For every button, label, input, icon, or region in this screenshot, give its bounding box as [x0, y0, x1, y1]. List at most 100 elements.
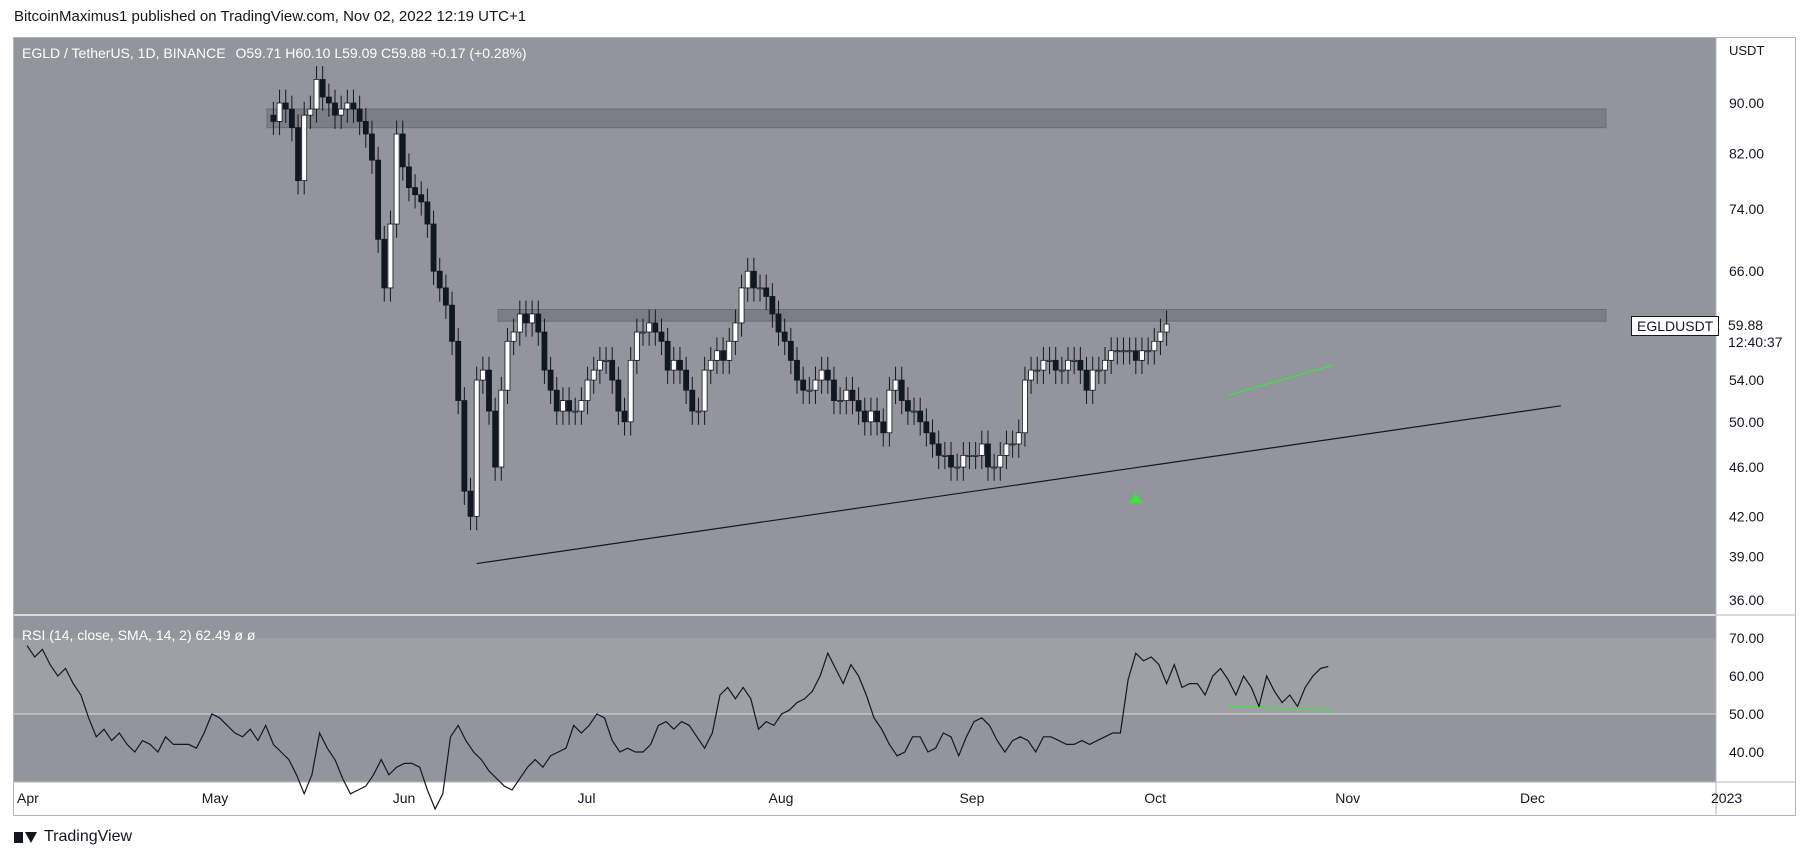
tradingview-logo-icon — [14, 830, 38, 844]
candle-down — [455, 340, 462, 401]
candle-up — [584, 379, 591, 401]
candle-up — [578, 400, 585, 412]
time-tick-label: May — [202, 790, 228, 806]
candle-up — [837, 400, 844, 402]
candle-down — [1052, 359, 1059, 371]
candle-down — [350, 102, 357, 110]
candle-down — [781, 331, 788, 342]
candle-down — [985, 443, 991, 468]
candle-down — [436, 270, 443, 289]
candle-down — [689, 389, 696, 412]
candle-down — [677, 359, 683, 371]
candle-up — [504, 340, 511, 391]
candle-up — [1058, 369, 1065, 372]
price-tick-label: 54.00 — [1729, 372, 1764, 388]
time-tick-label: Jul — [578, 790, 596, 806]
candle-down — [430, 223, 437, 272]
resistance-zone — [266, 108, 1607, 129]
candle-down — [1083, 369, 1090, 391]
candle-up — [1089, 369, 1096, 391]
candle-up — [590, 369, 597, 381]
candle-up — [516, 313, 523, 333]
candle-down — [898, 379, 905, 401]
candle-up — [301, 114, 308, 182]
candle-down — [375, 159, 382, 240]
candle-up — [633, 331, 640, 361]
ascending-support-line — [476, 405, 1561, 565]
candle-down — [929, 432, 936, 445]
candle-down — [541, 331, 548, 371]
candle-up — [886, 389, 893, 434]
candle-up — [393, 133, 400, 225]
candle-down — [763, 287, 770, 297]
candle-up — [276, 102, 283, 122]
rsi-tick-label: 50.00 — [1729, 706, 1764, 722]
price-label: 59.88 12:40:37 — [1724, 316, 1787, 352]
candle-down — [412, 187, 418, 196]
candle-down — [399, 133, 406, 168]
tradingview-footer[interactable]: TradingView — [14, 828, 132, 846]
candle-up — [1065, 359, 1071, 371]
candle-up — [646, 322, 653, 333]
candle-down — [904, 400, 911, 412]
ohlc-values: O59.71 H60.10 L59.09 C59.88 +0.17 (+0.28… — [235, 45, 527, 61]
candle-down — [356, 108, 363, 122]
candle-up — [714, 350, 720, 361]
candle-down — [406, 166, 412, 189]
candle-down — [449, 304, 455, 342]
candle-up — [1126, 350, 1133, 353]
candle-up — [843, 389, 850, 401]
time-tick-label: Sep — [959, 790, 984, 806]
candle-up — [1114, 350, 1121, 353]
candle-up — [1071, 359, 1078, 362]
candle-up — [954, 466, 961, 469]
candle-down — [621, 410, 628, 423]
candle-up — [1108, 350, 1115, 361]
candle-up — [892, 379, 899, 391]
candle-up — [991, 466, 998, 469]
publisher-header: BitcoinMaximus1 published on TradingView… — [14, 8, 527, 25]
time-axis-strip — [14, 782, 1795, 815]
candle-down — [794, 359, 800, 381]
candle-up — [560, 400, 566, 412]
candle-down — [923, 421, 930, 434]
rsi-tick-label: 60.00 — [1729, 668, 1764, 684]
symbol-title: EGLD / TetherUS, 1D, BINANCE — [22, 45, 226, 61]
candle-down — [948, 454, 954, 468]
candle-down — [849, 389, 856, 401]
candle-down — [362, 120, 369, 135]
time-tick-label: Apr — [17, 790, 39, 806]
candle-up — [972, 454, 979, 457]
candle-up — [744, 270, 751, 289]
candle-up — [1139, 350, 1145, 361]
candle-down — [658, 331, 665, 342]
ticker-label: EGLDUSDT — [1631, 316, 1720, 336]
candle-down — [664, 340, 671, 371]
candle-down — [547, 369, 554, 391]
time-tick-label: 2023 — [1711, 790, 1742, 806]
candle-up — [529, 313, 536, 324]
candle-down — [861, 410, 868, 423]
higher-low-line — [1228, 364, 1334, 396]
candle-down — [720, 350, 726, 361]
time-tick-label: Oct — [1144, 790, 1166, 806]
candle-up — [738, 287, 745, 324]
rsi-divergence-line — [1228, 705, 1333, 711]
last-price: 59.88 — [1728, 317, 1764, 333]
candle-up — [1028, 369, 1034, 381]
candle-up — [757, 287, 763, 290]
candle-up — [313, 79, 320, 110]
candle-down — [424, 201, 431, 225]
candle-up — [806, 389, 813, 392]
candle-up — [627, 359, 634, 423]
resistance-zone — [497, 309, 1607, 322]
candle-down — [880, 421, 887, 434]
candle-down — [486, 369, 492, 412]
candle-up — [1102, 359, 1108, 371]
candle-up — [1151, 340, 1158, 352]
rsi-tick-label: 40.00 — [1729, 744, 1764, 760]
candle-down — [615, 379, 622, 412]
candle-down — [369, 133, 375, 161]
candle-down — [282, 102, 289, 110]
